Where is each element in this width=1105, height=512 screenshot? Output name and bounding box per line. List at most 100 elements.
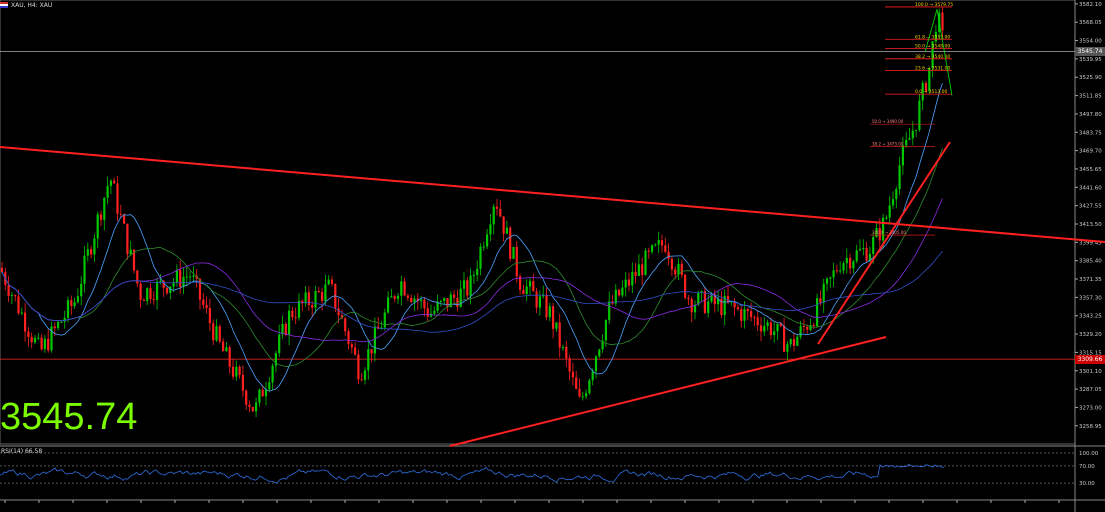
candle-body	[24, 312, 27, 332]
candle-body	[416, 298, 419, 302]
candle-body	[855, 250, 858, 262]
candle-body	[83, 255, 86, 284]
candle-body	[915, 129, 918, 131]
candle-body	[713, 294, 716, 305]
candle-body	[472, 275, 475, 277]
current-price-display: 3545.74	[0, 396, 138, 438]
candle-body	[403, 281, 406, 296]
candle-body	[400, 281, 403, 296]
candle-body	[109, 180, 112, 186]
candle-body	[330, 279, 334, 284]
candle-body	[327, 279, 330, 285]
candle-body	[819, 298, 822, 303]
candle-body	[852, 261, 855, 269]
candle-body	[835, 270, 838, 272]
candle-body	[720, 298, 723, 315]
candle-body	[93, 238, 96, 255]
candle-body	[383, 312, 386, 328]
candle-body	[50, 326, 53, 351]
candle-body	[759, 325, 763, 332]
candle-body	[198, 278, 202, 300]
candle-body	[90, 249, 93, 255]
candle-body	[142, 299, 145, 301]
candle-body	[723, 295, 726, 315]
candle-body	[393, 296, 396, 299]
candle-body	[159, 280, 162, 282]
candle-body	[185, 276, 188, 278]
candle-body	[235, 366, 238, 377]
candle-body	[911, 130, 914, 139]
candle-body	[387, 297, 390, 313]
candle-body	[651, 245, 654, 252]
y-tick-label: 3455.65	[1079, 167, 1102, 173]
candle-body	[268, 382, 271, 390]
y-tick-label: 3287.05	[1079, 387, 1102, 393]
candle-body	[410, 297, 413, 303]
candle-body	[512, 247, 515, 259]
y-tick-label: 3273.00	[1079, 405, 1102, 411]
candle-body	[693, 304, 697, 313]
candle-body	[733, 301, 736, 308]
candle-body	[172, 282, 175, 287]
candle-body	[806, 326, 809, 330]
rsi-level-label: 30.00	[1079, 481, 1095, 487]
candle-body	[459, 288, 462, 307]
candle-body	[882, 217, 885, 241]
candle-body	[677, 263, 680, 275]
candle-body	[297, 300, 301, 318]
steep-trendline	[817, 141, 951, 345]
candle-body	[251, 406, 254, 412]
candle-body	[858, 249, 862, 251]
candle-body	[908, 138, 911, 140]
y-tick-label: 3497.80	[1079, 112, 1102, 118]
descending-trendline	[0, 146, 1105, 243]
candle-body	[756, 317, 759, 326]
chart-header: XAU, H4: XAU	[0, 0, 52, 10]
candle-body	[845, 257, 848, 264]
candle-body	[750, 311, 753, 318]
candle-body	[660, 240, 664, 246]
candle-body	[241, 374, 244, 391]
fib-level-label: 0.0 → 3513.00	[915, 89, 948, 95]
candle-body	[717, 298, 720, 305]
candle-body	[799, 325, 802, 337]
candle-body	[792, 339, 796, 346]
symbol-label: XAU, H4: XAU	[11, 1, 53, 9]
candle-body	[390, 296, 393, 298]
candle-body	[7, 285, 10, 296]
candle-body	[578, 388, 581, 397]
candle-body	[575, 377, 578, 389]
candle-body	[486, 234, 489, 247]
candle-body	[941, 12, 944, 31]
candle-body	[261, 389, 264, 397]
candle-body	[462, 280, 466, 289]
candle-body	[146, 288, 149, 301]
candle-body	[832, 270, 835, 278]
candle-body	[895, 189, 898, 200]
current-price-tag: 3545.74	[1075, 46, 1105, 56]
candle-body	[47, 338, 50, 351]
candle-body	[396, 295, 400, 299]
candle-body	[119, 213, 122, 215]
candle-body	[796, 336, 799, 346]
plot-frame	[0, 0, 1076, 445]
candle-body	[129, 249, 132, 255]
fib-level-label: 38.2 → 3540.00	[915, 54, 950, 60]
candle-body	[515, 247, 518, 277]
y-tick-label: 3413.50	[1079, 222, 1102, 228]
candle-body	[743, 309, 746, 321]
candle-body	[218, 326, 221, 342]
candle-body	[726, 295, 730, 303]
rsi-line	[0, 463, 944, 484]
candle-body	[594, 356, 598, 372]
candle-body	[604, 320, 607, 341]
candle-body	[271, 365, 274, 383]
candle-body	[822, 283, 825, 303]
candle-body	[627, 279, 631, 286]
candle-body	[288, 310, 291, 335]
candle-body	[674, 269, 677, 275]
candle-body	[505, 227, 508, 234]
candle-body	[730, 301, 733, 303]
